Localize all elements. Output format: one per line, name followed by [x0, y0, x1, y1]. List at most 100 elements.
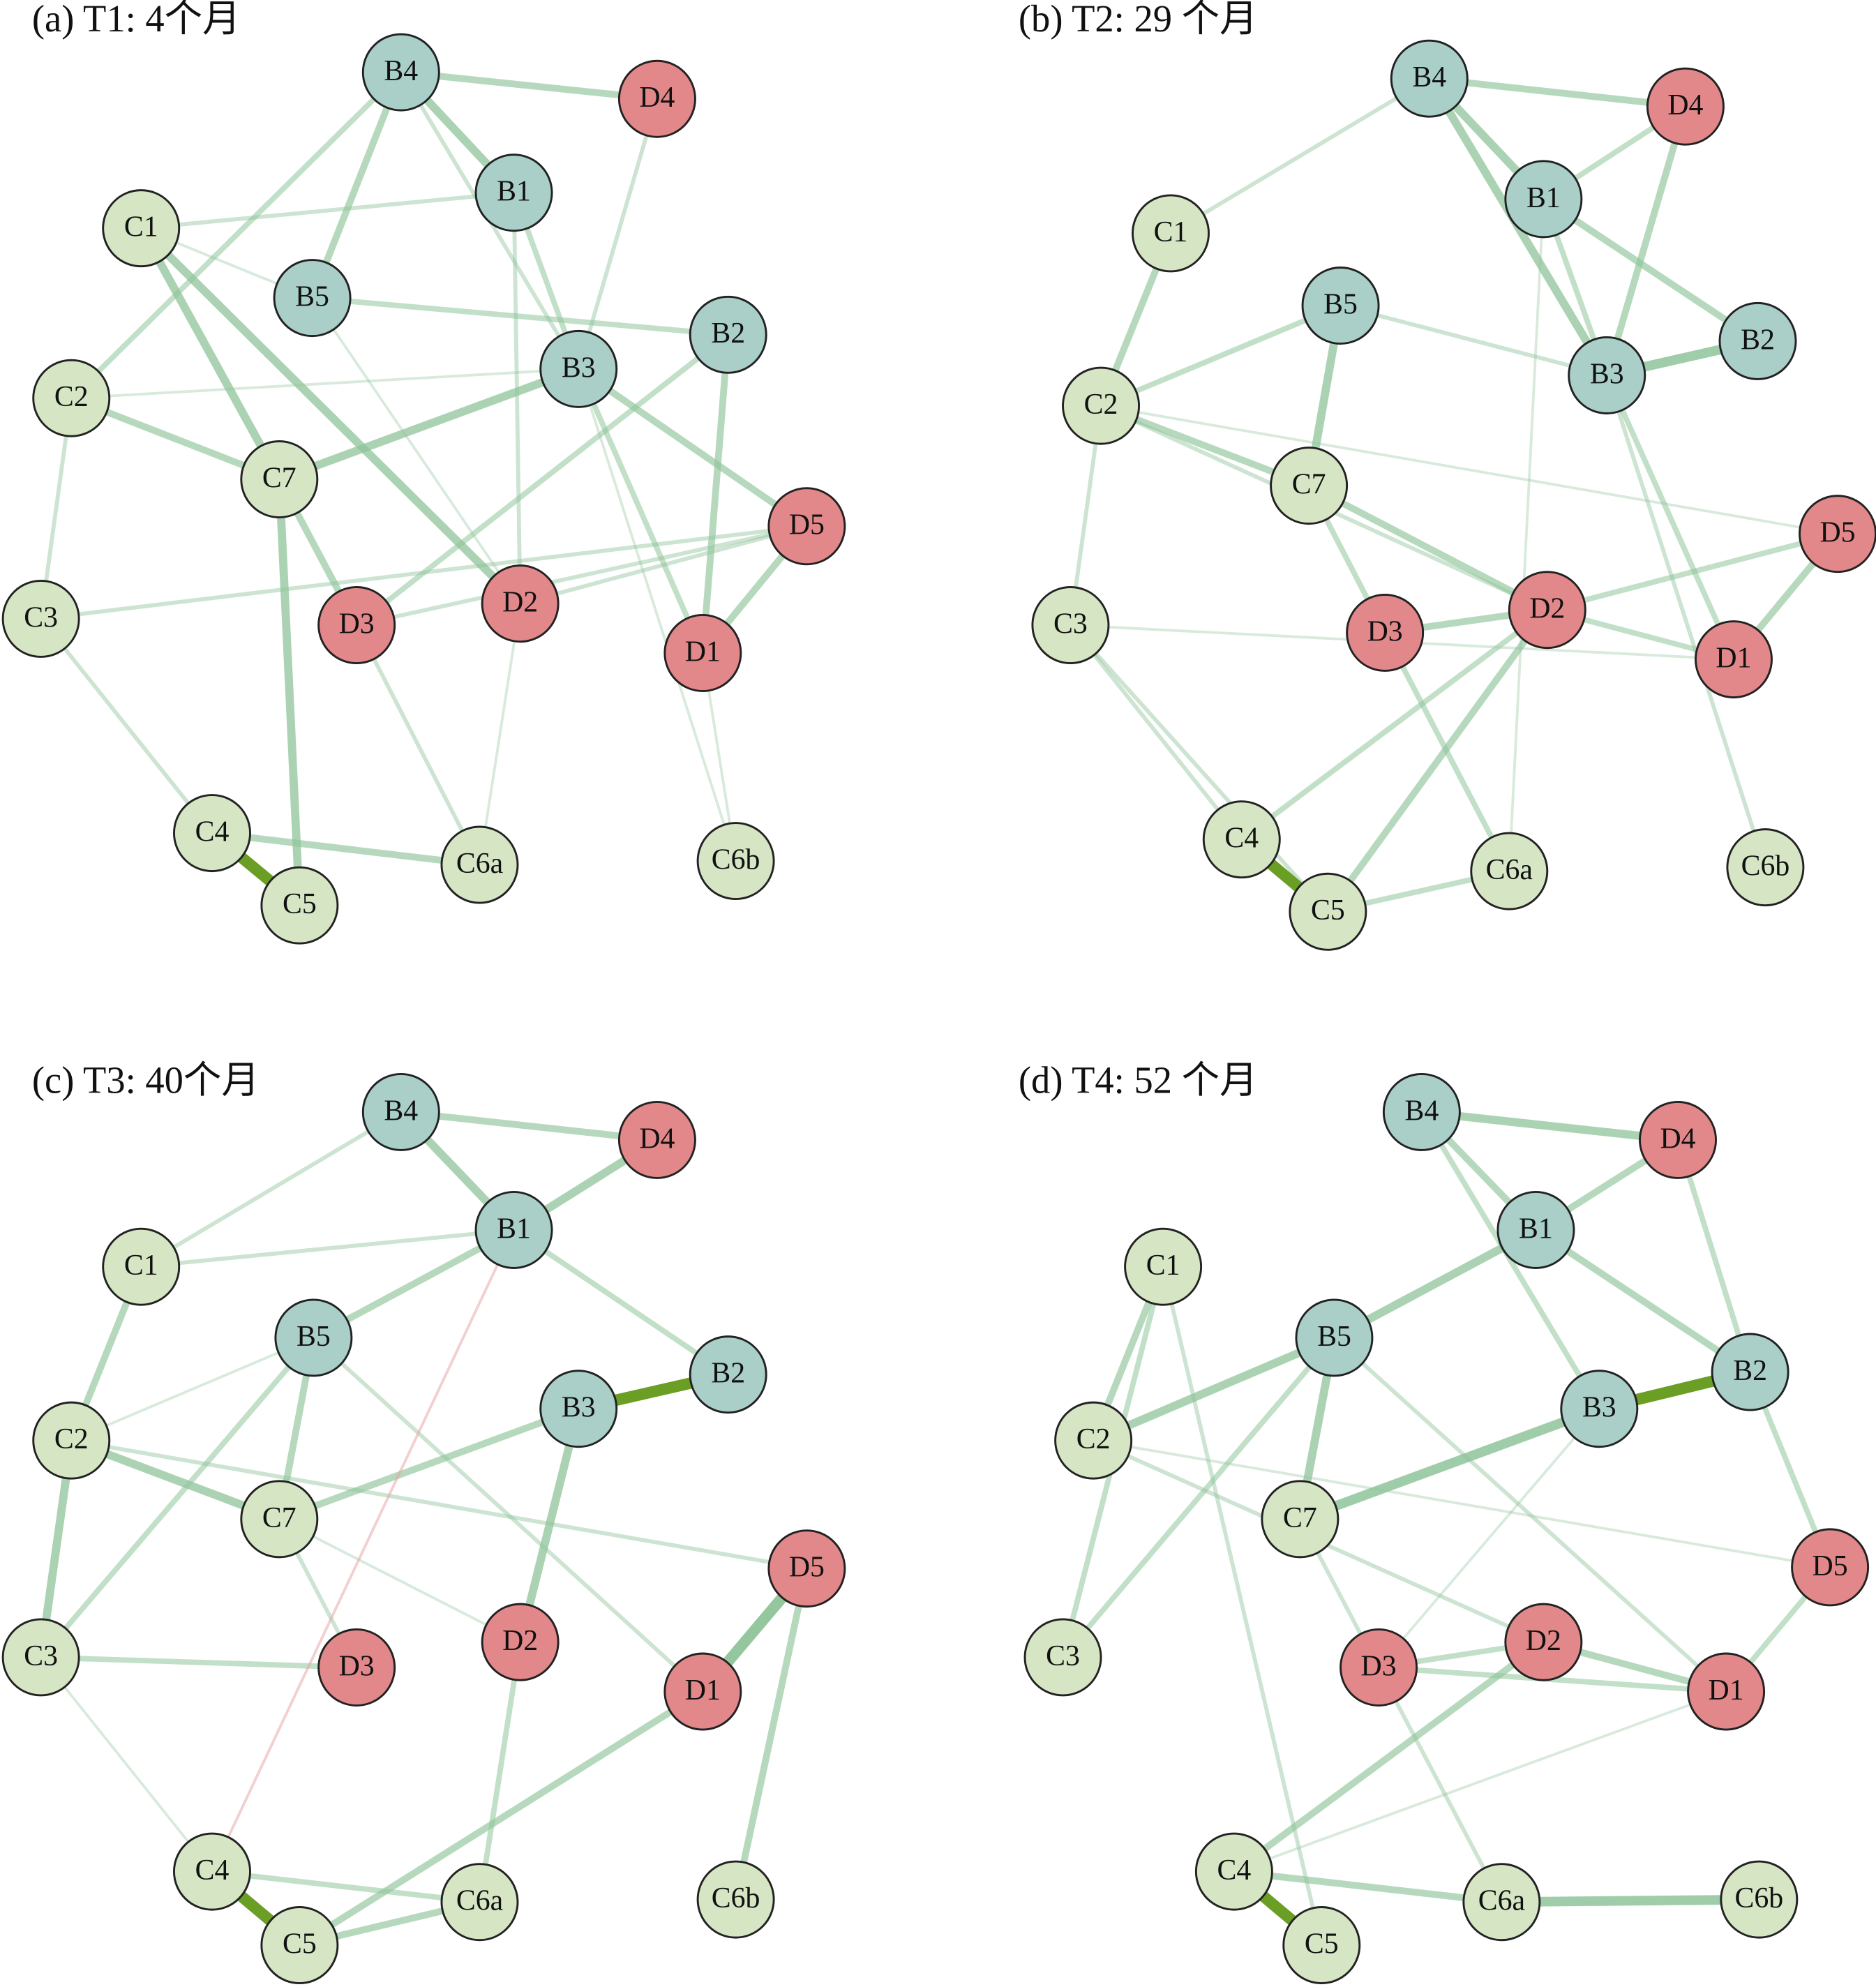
- node-label: C7: [1283, 1502, 1317, 1534]
- node-label: C6a: [456, 1885, 503, 1917]
- edge: [139, 190, 516, 231]
- edge: [575, 365, 811, 530]
- node: [1031, 586, 1110, 664]
- node: [1720, 1860, 1799, 1939]
- node-label: B1: [497, 1213, 531, 1245]
- edge: [1232, 1690, 1727, 1873]
- node-label: B1: [1519, 1213, 1553, 1245]
- node-label: D3: [339, 608, 375, 640]
- edge: [1100, 404, 1839, 536]
- nodes: B4 D4 B1 C1 B5 B2 B3 C2 C7 D5 C3 D3 D2 D1 C4 C6a C6b C5 B4…: [1, 33, 1876, 1985]
- node: [1560, 1370, 1639, 1448]
- edge: [38, 1654, 360, 1670]
- node: [1791, 1528, 1870, 1607]
- node: [696, 1860, 775, 1939]
- node-label: D1: [685, 1674, 721, 1707]
- node: [1289, 872, 1367, 951]
- edge: [70, 1336, 315, 1442]
- edge: [68, 69, 404, 401]
- edge: [1295, 1404, 1605, 1524]
- edge: [1508, 197, 1545, 873]
- node-label: D5: [789, 509, 825, 541]
- node: [1390, 39, 1469, 118]
- node-label: D2: [1529, 593, 1565, 625]
- node-label: D4: [639, 82, 675, 114]
- node-label: C3: [24, 1640, 58, 1672]
- edge: [699, 331, 732, 657]
- node: [317, 586, 396, 664]
- node: [240, 1480, 319, 1559]
- edge: [209, 830, 483, 869]
- node-label: D3: [339, 1650, 375, 1682]
- edge: [1161, 1264, 1324, 1947]
- panel-title: (c) T3: 40个月: [32, 1058, 260, 1101]
- node-label: C4: [195, 1854, 230, 1887]
- node: [102, 1227, 181, 1306]
- node-label: B3: [562, 1392, 596, 1424]
- node-label: B1: [1526, 182, 1561, 214]
- node-label: D2: [502, 587, 538, 619]
- edge: [1060, 1335, 1337, 1660]
- edge: [137, 224, 284, 483]
- node-label: C3: [1053, 608, 1088, 640]
- edge: [1417, 1108, 1682, 1144]
- edge: [511, 190, 523, 606]
- node: [481, 564, 560, 643]
- node-label: C5: [283, 1928, 317, 1960]
- panel-title: (d) T4: 52 个月: [1019, 1058, 1258, 1101]
- edge: [38, 617, 214, 835]
- edge: [139, 1228, 516, 1269]
- node-label: B3: [562, 352, 596, 384]
- node-label: B4: [384, 55, 418, 87]
- node-label: B2: [711, 317, 745, 350]
- node: [361, 1072, 440, 1151]
- node-label: C7: [262, 1502, 297, 1534]
- edge: [397, 68, 661, 103]
- node: [1346, 593, 1425, 672]
- edge: [397, 1109, 661, 1144]
- node-label: B5: [297, 1321, 331, 1353]
- node-label: B5: [295, 281, 329, 313]
- edge: [1377, 1407, 1601, 1669]
- edge: [308, 68, 405, 302]
- node: [32, 359, 111, 437]
- edge: [209, 1868, 483, 1905]
- panel-title: (a) T1: 4个月: [32, 0, 241, 40]
- negative-edge: [211, 1229, 516, 1873]
- edge: [1169, 76, 1432, 236]
- edge: [1425, 75, 1689, 110]
- node: [663, 1652, 742, 1731]
- node-label: D1: [1716, 643, 1751, 675]
- node: [474, 1190, 553, 1269]
- edge: [1540, 195, 1762, 345]
- node: [689, 1335, 767, 1414]
- edge: [516, 1404, 583, 1647]
- node-label: D1: [685, 636, 721, 668]
- node: [663, 614, 742, 692]
- edge: [1418, 1109, 1603, 1412]
- edge: [1603, 103, 1689, 379]
- node: [1646, 67, 1725, 146]
- node-label: C6a: [456, 848, 503, 880]
- node: [240, 440, 319, 518]
- node: [317, 1628, 396, 1707]
- edge: [576, 366, 706, 656]
- edge: [1605, 373, 1768, 870]
- node-label: B1: [497, 176, 531, 208]
- node-label: B2: [1733, 1355, 1767, 1387]
- node: [696, 822, 775, 901]
- panel-title: (b) T2: 29 个月: [1019, 0, 1258, 40]
- edge: [1089, 1333, 1339, 1445]
- node: [617, 1100, 696, 1179]
- node-label: C5: [283, 888, 317, 920]
- node-label: C1: [124, 1250, 158, 1282]
- node-label: C4: [195, 816, 230, 848]
- node-label: B5: [1317, 1321, 1351, 1353]
- node-label: B3: [1582, 1392, 1616, 1424]
- node-label: D4: [639, 1123, 675, 1155]
- node: [173, 794, 251, 873]
- node-label: C1: [1154, 216, 1188, 248]
- node: [1462, 1863, 1541, 1942]
